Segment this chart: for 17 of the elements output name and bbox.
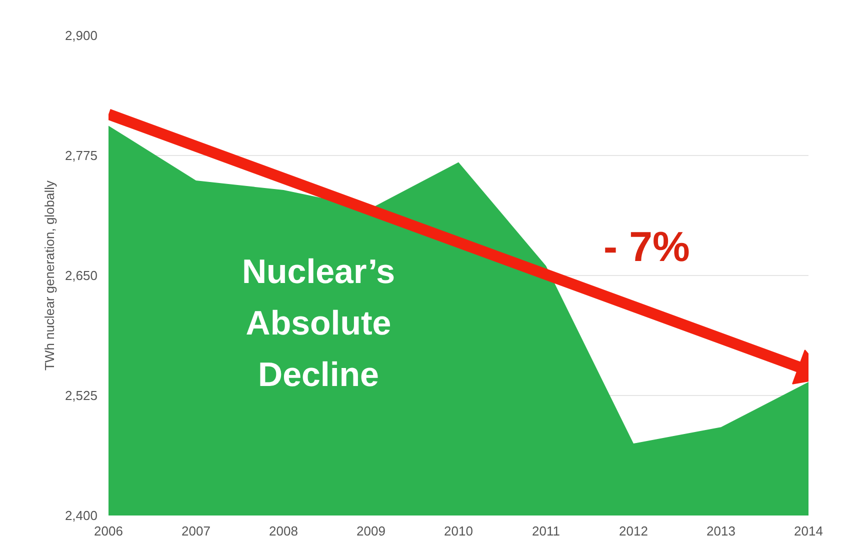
x-tick-label: 2009 (356, 524, 386, 538)
y-axis-title: TWh nuclear generation, globally (42, 180, 57, 371)
x-tick-label: 2010 (444, 524, 473, 538)
y-tick-label: 2,775 (64, 148, 98, 163)
x-tick-label: 2011 (532, 524, 560, 538)
y-tick-label: 2,400 (64, 508, 98, 523)
x-tick-label: 2008 (269, 524, 298, 538)
x-tick-label: 2014 (794, 524, 823, 538)
x-tick-label: 2007 (182, 524, 210, 538)
annotation: - 7% (603, 223, 690, 270)
x-tick-label: 2013 (706, 524, 736, 538)
y-tick-label: 2,525 (64, 388, 98, 403)
annotation: Nuclear’s Absolute Decline (242, 253, 396, 394)
y-tick-label: 2,650 (64, 268, 98, 283)
y-tick-label: 2,900 (64, 28, 98, 43)
x-tick-label: 2012 (619, 524, 648, 538)
x-tick-label: 2006 (94, 524, 123, 538)
